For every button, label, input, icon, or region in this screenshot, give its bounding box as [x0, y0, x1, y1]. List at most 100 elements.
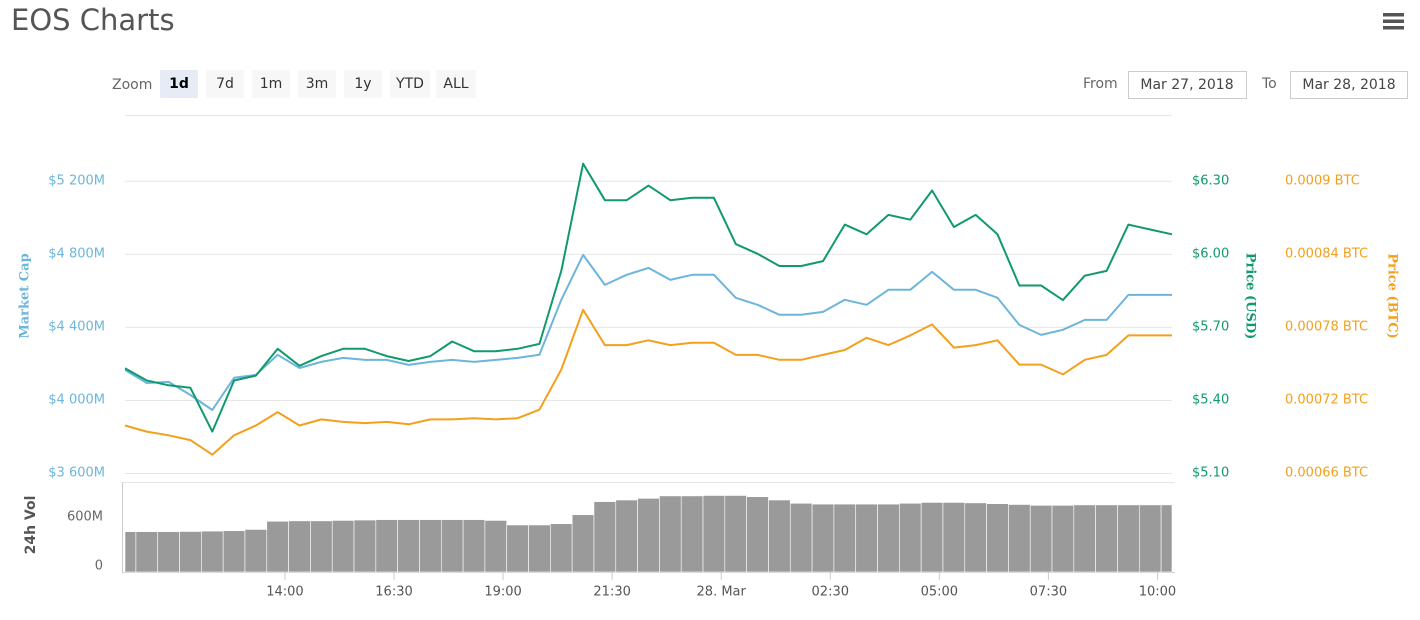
volume-bar: [550, 523, 573, 573]
volume-bar: [462, 519, 486, 573]
volume-bar: [397, 519, 420, 573]
x-tick-label: 28. Mar: [697, 585, 747, 600]
y3-tick-label: 0.00078 BTC: [1285, 319, 1368, 334]
volume-bar: [855, 503, 878, 573]
vol-axis-title: 24h Vol: [23, 496, 39, 555]
volume-bar: [310, 520, 333, 573]
from-input[interactable]: [1128, 71, 1247, 99]
volume-bar: [964, 502, 987, 573]
zoom-button[interactable]: [298, 70, 336, 98]
y-tick-label: $4 400M: [48, 319, 105, 334]
volume-bar: [506, 524, 529, 573]
menu-bar[interactable]: [1383, 19, 1404, 24]
zoom-button-label[interactable]: 7d: [216, 76, 234, 92]
volume-bar: [1160, 504, 1173, 573]
volume-bar: [244, 529, 268, 573]
volume-bar: [331, 520, 355, 573]
volume-bar: [1138, 504, 1162, 573]
y-tick-label: $3 600M: [48, 466, 105, 481]
y2-tick-label: $5.40: [1192, 392, 1229, 407]
volume-bar: [724, 495, 747, 573]
x-tick-label: 10:00: [1139, 585, 1176, 600]
to-date[interactable]: Mar 28, 2018: [1302, 77, 1395, 93]
volume-bar: [833, 503, 857, 573]
zoom-button[interactable]: [206, 70, 244, 98]
from-date[interactable]: Mar 27, 2018: [1140, 77, 1233, 93]
series-line: [124, 308, 1172, 456]
zoom-button[interactable]: [344, 70, 382, 98]
y3-tick-label: 0.00084 BTC: [1285, 246, 1368, 261]
zoom-button[interactable]: [160, 70, 198, 98]
to-label: To: [1261, 76, 1277, 92]
zoom-button-label[interactable]: ALL: [443, 76, 468, 92]
y-tick-label: $4 000M: [48, 392, 105, 407]
x-tick-label: 19:00: [484, 585, 521, 600]
volume-bar: [1029, 505, 1053, 573]
volume-bar: [528, 524, 551, 573]
y-tick-label: $4 800M: [48, 246, 105, 261]
volume-bar: [179, 531, 202, 573]
volume-bar: [484, 520, 508, 573]
menu-icon[interactable]: [1383, 13, 1404, 30]
volume-bar: [440, 519, 464, 573]
volume-bar: [789, 502, 813, 573]
volume-bar: [920, 502, 944, 573]
volume-bar: [811, 503, 835, 573]
y3-axis-title: Price (BTC): [1385, 253, 1400, 339]
vol-tick-label: 0: [95, 559, 103, 574]
vol-tick-label: 600M: [67, 509, 103, 524]
volume-bar: [266, 520, 289, 573]
menu-bar[interactable]: [1383, 13, 1404, 17]
zoom-button[interactable]: [436, 70, 476, 98]
volume-bar: [375, 519, 398, 573]
volume-bar: [1117, 504, 1140, 573]
y3-tick-label: 0.00066 BTC: [1285, 466, 1368, 481]
volume-bar: [1095, 504, 1118, 573]
volume-bar: [419, 519, 442, 573]
volume-bar: [877, 503, 900, 573]
zoom-label: Zoom: [112, 77, 152, 93]
zoom-button-label[interactable]: YTD: [395, 76, 424, 92]
to-input[interactable]: [1290, 71, 1408, 99]
volume-bar: [288, 520, 311, 573]
volume-bar: [899, 502, 922, 573]
series-line: [124, 253, 1172, 411]
volume-bar: [659, 495, 682, 573]
zoom-button[interactable]: [390, 70, 430, 98]
y-tick-label: $5 200M: [48, 173, 105, 188]
y2-tick-label: $6.00: [1192, 246, 1229, 261]
y3-tick-label: 0.0009 BTC: [1285, 173, 1360, 188]
volume-bar: [222, 530, 246, 573]
page-title: EOS Charts: [11, 3, 175, 37]
volume-bar: [986, 503, 1009, 573]
y-axis-title: Market Cap: [18, 253, 33, 338]
volume-bar: [593, 501, 617, 573]
y2-tick-label: $5.10: [1192, 466, 1229, 481]
y2-tick-label: $5.70: [1192, 319, 1229, 334]
x-tick-label: 02:30: [812, 585, 849, 600]
volume-bar: [1008, 504, 1031, 573]
volume-bar: [157, 531, 180, 573]
zoom-button-label[interactable]: 3m: [306, 76, 329, 92]
y2-axis-title: Price (USD): [1243, 253, 1258, 340]
menu-bar[interactable]: [1383, 26, 1404, 30]
volume-bar: [201, 530, 224, 573]
zoom-button-label[interactable]: 1m: [260, 76, 283, 92]
volume-bar: [680, 495, 704, 573]
volume-bar: [746, 496, 769, 573]
y2-tick-label: $6.30: [1192, 173, 1229, 188]
zoom-button-label[interactable]: 1d: [169, 76, 189, 92]
volume-bar: [353, 519, 377, 573]
volume-bar: [135, 531, 159, 573]
volume-bar: [1051, 505, 1075, 573]
zoom-button-label[interactable]: 1y: [354, 76, 371, 92]
x-tick-label: 21:30: [593, 585, 630, 600]
volume-bar: [702, 495, 726, 573]
volume-bar: [942, 502, 966, 573]
y3-tick-label: 0.00072 BTC: [1285, 392, 1368, 407]
zoom-button[interactable]: [252, 70, 290, 98]
volume-bar: [768, 499, 791, 573]
volume-bar: [637, 498, 660, 573]
volume-bar: [1073, 504, 1096, 573]
